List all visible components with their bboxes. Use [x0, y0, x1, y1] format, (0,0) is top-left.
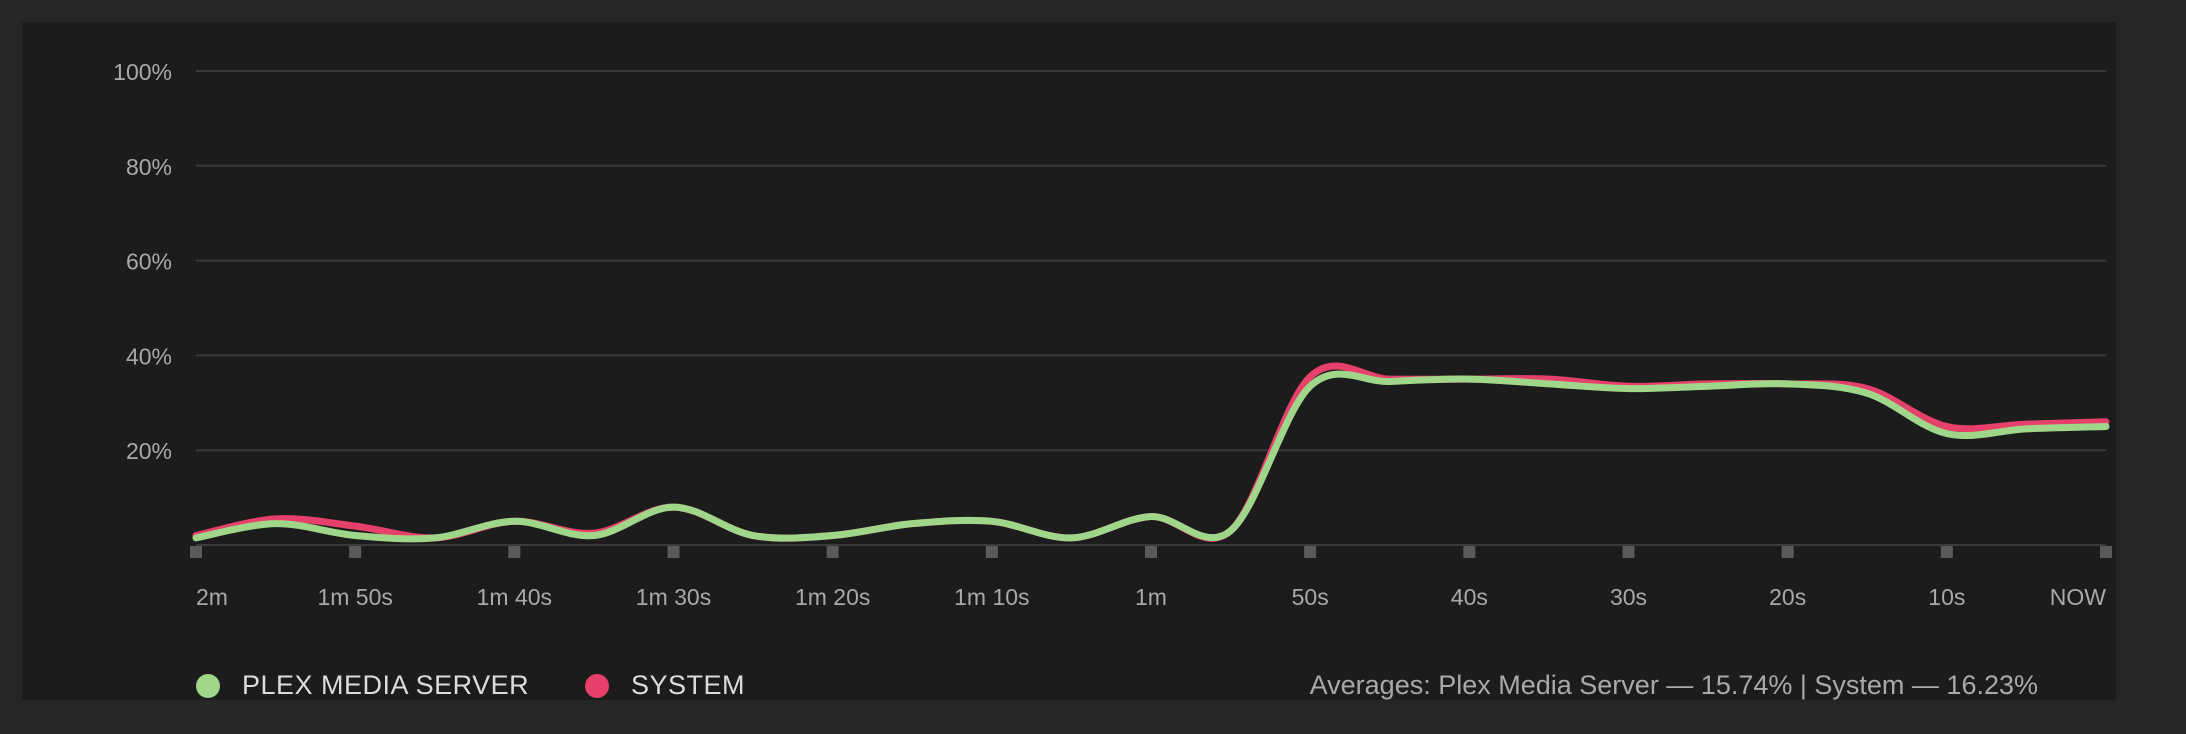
y-tick-label: 20% — [126, 438, 172, 464]
x-tick-label: 1m — [1135, 584, 1167, 610]
x-tick-mark — [508, 546, 521, 558]
x-tick-label: 1m 20s — [795, 584, 870, 610]
system-legend-dot-icon — [585, 673, 609, 698]
x-tick-label: 30s — [1610, 584, 1647, 610]
x-tick-mark — [190, 546, 202, 558]
series-line-plex-media-server — [192, 370, 2110, 543]
y-tick-label: 80% — [126, 154, 172, 180]
x-tick-label: 1m 10s — [954, 584, 1029, 610]
cpu-usage-chart: 100% 80% 60% 40% 20% 2m 1m 50s 1m 40s 1m 30s 1m 2… — [113, 59, 2112, 610]
x-tick-label: 1m 50s — [317, 584, 392, 610]
x-tick-mark — [985, 546, 998, 558]
plex-legend-dot-icon — [196, 673, 220, 698]
x-tick-label: 40s — [1451, 584, 1488, 610]
x-tick-mark — [826, 546, 839, 558]
averages-text: Averages: Plex Media Server — 15.74% | S… — [1309, 670, 2038, 700]
x-tick-label: 1m 30s — [636, 584, 711, 610]
x-tick-label: 10s — [1928, 584, 1965, 610]
y-tick-label: 100% — [113, 59, 172, 85]
x-tick-label: 1m 40s — [477, 584, 552, 610]
series-line-system — [192, 362, 2110, 542]
x-tick-mark — [1940, 546, 1953, 558]
x-tick-mark — [1622, 546, 1635, 558]
y-tick-label: 40% — [126, 343, 172, 369]
x-tick-label: 2m — [196, 584, 228, 610]
x-tick-mark — [349, 546, 362, 558]
x-tick-label: NOW — [2050, 584, 2107, 610]
x-tick-label: 50s — [1292, 584, 1329, 610]
x-tick-mark — [2100, 546, 2112, 558]
system-legend-label: SYSTEM — [631, 670, 746, 700]
x-tick-mark — [1463, 546, 1476, 558]
x-tick-mark — [1781, 546, 1794, 558]
x-tick-mark — [667, 546, 680, 558]
legend-item-plex: PLEX MEDIA SERVER — [196, 670, 529, 701]
legend-item-system: SYSTEM — [585, 670, 745, 701]
averages-summary: Averages: Plex Media Server — 15.74% | S… — [1310, 670, 2038, 701]
cpu-usage-chart-panel: 100% 80% 60% 40% 20% 2m 1m 50s 1m 40s 1m 30s 1m 2… — [22, 22, 2116, 700]
x-tick-mark — [1304, 546, 1317, 558]
plex-legend-label: PLEX MEDIA SERVER — [242, 670, 530, 700]
y-tick-label: 60% — [126, 249, 172, 275]
x-tick-mark — [1145, 546, 1157, 558]
x-tick-label: 20s — [1769, 584, 1806, 610]
